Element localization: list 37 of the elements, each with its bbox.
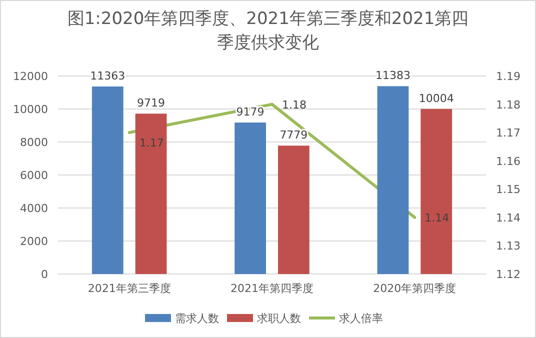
legend-label: 求职人数	[257, 312, 301, 325]
chart-title: 图1:2020年第四季度、2021年第三季度和2021第四季度供求变化	[67, 9, 469, 53]
y-tick-label: 4000	[20, 202, 48, 215]
y-tick-label: 6000	[20, 169, 48, 182]
bar	[92, 86, 124, 274]
y-tick-label: 2000	[20, 235, 48, 248]
x-tick-label: 2021年第三季度	[88, 282, 171, 295]
bar	[135, 114, 167, 274]
y-tick-label: 10000	[13, 103, 48, 116]
bar	[234, 122, 266, 274]
data-label: 9719	[137, 96, 166, 110]
y-tick-label: 0	[41, 268, 48, 281]
bar	[377, 86, 409, 274]
y2-tick-label: 1.13	[496, 240, 520, 253]
y2-tick-label: 1.12	[496, 268, 520, 281]
y2-tick-label: 1.19	[496, 70, 520, 83]
data-label: 1.18	[282, 98, 306, 112]
data-label: 11363	[90, 70, 126, 83]
y2-tick-label: 1.14	[496, 211, 520, 224]
data-label: 1.14	[424, 211, 450, 224]
data-label: 9179	[236, 106, 264, 119]
data-label: 1.17	[139, 136, 164, 150]
y2-tick-label: 1.16	[496, 154, 520, 168]
y2-tick-label: 1.18	[496, 98, 520, 112]
y-tick-label: 12000	[13, 70, 48, 83]
bar	[420, 108, 452, 274]
legend-label: 需求人数	[175, 312, 219, 325]
y-tick-label: 8000	[20, 136, 48, 149]
bar	[278, 146, 310, 274]
data-label: 11383	[375, 69, 410, 82]
data-label: 7779	[280, 128, 308, 142]
x-tick-label: 2021年第四季度	[230, 282, 314, 295]
y2-tick-label: 1.15	[496, 183, 520, 196]
y2-tick-label: 1.17	[496, 126, 520, 140]
data-label: 10004	[418, 92, 454, 105]
x-tick-label: 2020年第四季度	[373, 282, 456, 295]
legend-label: 求人倍率	[339, 312, 383, 325]
